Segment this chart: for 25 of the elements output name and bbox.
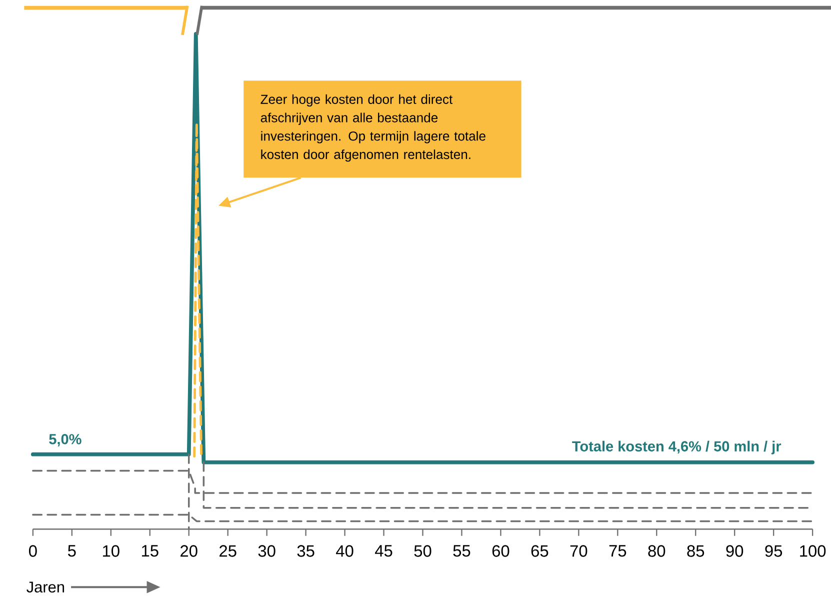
x-tick-label: 20 (180, 545, 198, 557)
x-tick-label: 10 (103, 545, 120, 557)
x-tick-label: 15 (142, 545, 158, 557)
x-tick-label: 100 (800, 545, 826, 557)
x-tick-label: 40 (336, 545, 354, 557)
x-tick-label: 55 (453, 545, 470, 557)
x-tick-label: 5 (68, 545, 76, 557)
x-tick-label: 30 (258, 545, 276, 557)
x-tick-label: 95 (765, 545, 782, 557)
x-tick-label: 75 (609, 545, 626, 557)
x-tick-label: 45 (374, 545, 392, 557)
x-tick-label: 80 (648, 545, 666, 557)
x-tick-label: 70 (570, 545, 588, 557)
x-tick-label: 25 (220, 545, 236, 557)
x-tick-label: 65 (531, 545, 548, 557)
x-tick-label: 0 (28, 545, 37, 557)
x-axis-title: Jaren (26, 582, 64, 593)
x-tick-label: 90 (726, 545, 744, 557)
x-tick-label: 35 (297, 545, 314, 557)
x-tick-label: 60 (492, 545, 510, 557)
annotation: 5,0% (49, 434, 82, 446)
x-tick-label: 50 (414, 545, 432, 557)
annotation: Zeer hoge kosten door het direct afschrijven van alle bestaande investeringen. Op termijn lagere totale kosten door afgenomen rentelasten. (260, 94, 486, 162)
x-tick-label: 85 (687, 545, 704, 557)
annotation: Totale kosten 4,6% / 50 mln / jr (572, 440, 782, 454)
